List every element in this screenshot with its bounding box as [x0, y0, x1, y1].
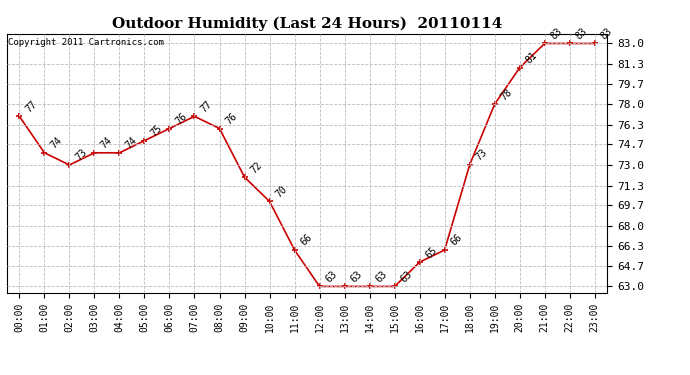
Text: 73: 73 — [74, 147, 89, 163]
Text: 70: 70 — [274, 184, 289, 199]
Text: 72: 72 — [248, 159, 264, 175]
Text: 76: 76 — [174, 111, 189, 126]
Text: 63: 63 — [348, 269, 364, 284]
Title: Outdoor Humidity (Last 24 Hours)  20110114: Outdoor Humidity (Last 24 Hours) 2011011… — [112, 17, 502, 31]
Text: 77: 77 — [23, 99, 39, 114]
Text: 63: 63 — [374, 269, 389, 284]
Text: 66: 66 — [299, 232, 314, 248]
Text: Copyright 2011 Cartronics.com: Copyright 2011 Cartronics.com — [8, 38, 164, 46]
Text: 81: 81 — [524, 50, 539, 66]
Text: 76: 76 — [224, 111, 239, 126]
Text: 63: 63 — [399, 269, 414, 284]
Text: 74: 74 — [124, 135, 139, 151]
Text: 74: 74 — [99, 135, 114, 151]
Text: 83: 83 — [574, 26, 589, 41]
Text: 66: 66 — [448, 232, 464, 248]
Text: 75: 75 — [148, 123, 164, 138]
Text: 65: 65 — [424, 244, 439, 260]
Text: 83: 83 — [549, 26, 564, 41]
Text: 77: 77 — [199, 99, 214, 114]
Text: 73: 73 — [474, 147, 489, 163]
Text: 78: 78 — [499, 87, 514, 102]
Text: 63: 63 — [324, 269, 339, 284]
Text: 83: 83 — [599, 26, 614, 41]
Text: 74: 74 — [48, 135, 64, 151]
